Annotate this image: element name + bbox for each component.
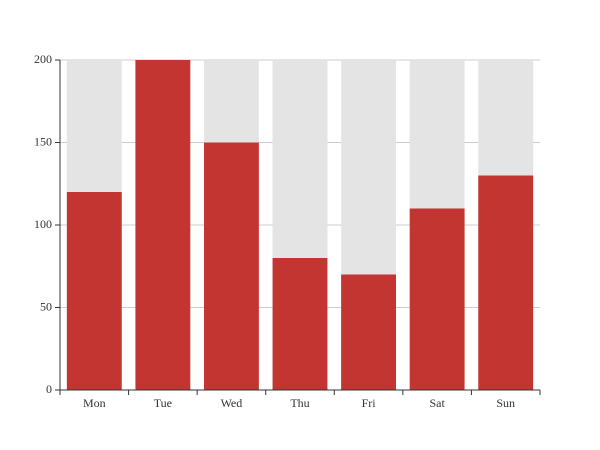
x-tick-label: Sun [496,396,515,410]
y-tick-label: 50 [40,299,52,313]
y-tick-label: 0 [46,382,52,396]
bar [341,274,396,390]
bar [409,208,465,390]
x-tick-label: Sat [429,396,445,410]
x-tick-label: Wed [221,396,243,410]
bar [135,60,191,390]
bar [66,192,122,390]
bar [478,175,534,390]
y-tick-label: 100 [34,217,52,231]
x-tick-label: Tue [154,396,172,410]
x-tick-label: Thu [290,396,309,410]
y-tick-label: 200 [34,52,52,66]
x-tick-label: Fri [362,396,377,410]
bar [204,142,259,390]
y-tick-label: 150 [34,134,52,148]
x-tick-label: Mon [83,396,106,410]
bar [272,258,328,390]
